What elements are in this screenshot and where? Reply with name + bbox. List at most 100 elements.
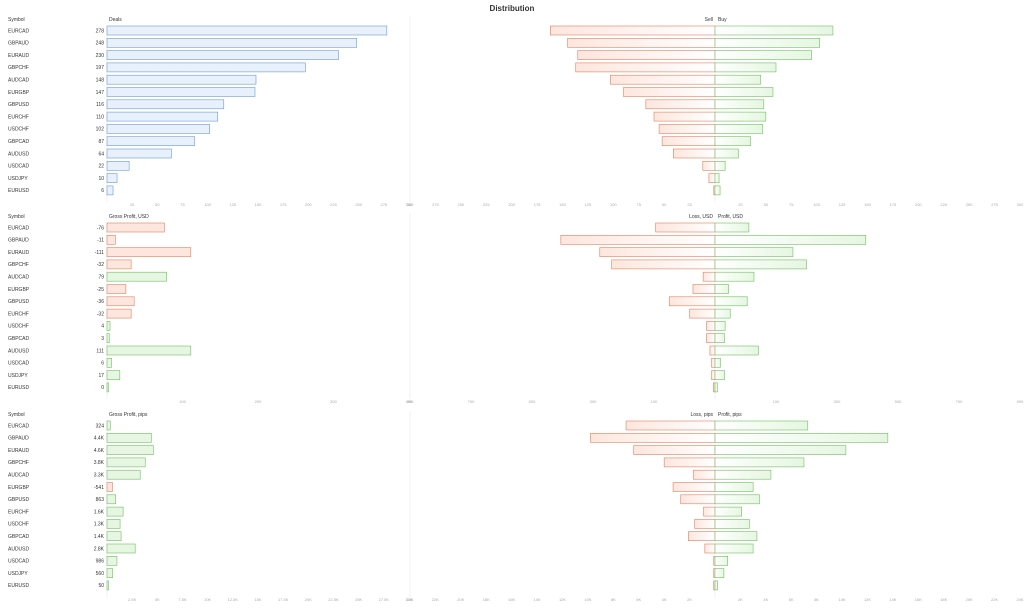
value-label: 147	[96, 90, 105, 96]
bar	[106, 235, 116, 245]
x-tick-label: 12K	[864, 597, 871, 602]
bar-negative	[706, 333, 716, 344]
symbol-label: GBPCAD	[8, 534, 30, 540]
bar	[106, 457, 146, 468]
value-label: 324	[96, 423, 105, 429]
symbol-header: Symbol	[8, 412, 25, 418]
value-header: Gross Profit, USD	[109, 214, 149, 220]
left-series-header: Sell	[705, 17, 713, 23]
x-tick-label: 300	[590, 399, 597, 404]
symbol-label: EURGBP	[8, 90, 30, 96]
bar	[106, 543, 136, 554]
x-tick-label: 125	[229, 202, 236, 207]
x-tick-label: 100	[179, 399, 186, 404]
x-tick-label: 75	[637, 202, 642, 207]
bar	[106, 519, 121, 529]
value-header: Deals	[109, 17, 122, 23]
x-tick-label: 7.5K	[178, 597, 187, 602]
x-tick-label: 15K	[254, 597, 261, 602]
symbol-label: GBPAUD	[8, 41, 29, 47]
value-label: 10	[98, 176, 104, 182]
bar	[106, 62, 306, 73]
symbol-label: USDJPY	[8, 571, 28, 577]
symbol-label: EURCAD	[8, 225, 30, 231]
x-tick-label: 100	[813, 202, 820, 207]
bar	[106, 296, 135, 307]
symbol-label: USDCAD	[8, 559, 30, 565]
bar-negative	[623, 87, 716, 97]
value-label: 197	[96, 65, 105, 71]
symbol-label: USDJPY	[8, 176, 28, 182]
bar-positive	[714, 482, 754, 492]
x-tick-label: 300	[1017, 202, 1024, 207]
left-series-header: Loss, pips	[690, 412, 713, 418]
bar-positive	[714, 37, 821, 48]
x-tick-label: 300	[406, 202, 413, 207]
bar-negative	[655, 222, 716, 233]
x-tick-label: 900	[407, 399, 414, 404]
value-label: 22	[98, 164, 104, 170]
bar-positive	[714, 235, 867, 245]
symbol-label: AUDUSD	[8, 348, 30, 354]
bar-negative	[672, 482, 716, 492]
x-tick-label: 4K	[763, 597, 768, 602]
value-header: Gross Profit, pips	[109, 412, 148, 418]
bar-negative	[609, 74, 716, 85]
symbol-label: EURUSD	[8, 385, 30, 391]
x-tick-label: 150	[559, 202, 566, 207]
bar-positive	[714, 222, 750, 233]
value-label: 87	[98, 139, 104, 145]
value-label: 248	[96, 41, 105, 47]
bar-negative	[653, 111, 716, 122]
bar	[106, 87, 256, 97]
symbol-label: AUDCAD	[8, 275, 30, 281]
left-series-header: Loss, USD	[689, 214, 713, 220]
x-tick-label: 10K	[584, 597, 591, 602]
symbol-label: EURAUD	[8, 448, 30, 454]
value-label: -32	[97, 311, 104, 317]
bar-positive	[714, 74, 762, 85]
x-tick-label: 225	[483, 202, 490, 207]
bar-negative	[590, 432, 716, 443]
x-tick-label: 6K	[789, 597, 794, 602]
bar-negative	[645, 99, 716, 110]
bar-positive	[714, 259, 807, 270]
symbol-header: Symbol	[8, 17, 25, 23]
x-tick-label: 17.5K	[278, 597, 289, 602]
value-label: -541	[94, 485, 104, 491]
bar	[106, 136, 195, 146]
bar	[106, 420, 111, 431]
symbol-label: USDCHF	[8, 522, 29, 528]
x-tick-label: 75	[180, 202, 185, 207]
bar-negative	[711, 370, 716, 380]
bar-positive	[714, 321, 726, 331]
value-label: -25	[97, 287, 104, 293]
x-tick-label: 20K	[457, 597, 464, 602]
x-tick-label: 25	[687, 202, 692, 207]
bar	[106, 333, 110, 344]
x-tick-label: 20K	[966, 597, 973, 602]
bar-positive	[714, 271, 755, 282]
right-series-header: Buy	[718, 17, 727, 23]
bar-positive	[714, 333, 725, 344]
x-tick-label: 14K	[534, 597, 541, 602]
bar-negative	[560, 235, 716, 245]
symbol-label: GBPUSD	[8, 102, 30, 108]
bar-positive	[714, 555, 729, 566]
value-label: 3	[101, 336, 104, 342]
bar-negative	[702, 271, 716, 282]
value-label: 863	[96, 497, 105, 503]
x-tick-label: 225	[940, 202, 947, 207]
bar	[106, 357, 112, 368]
value-label: -11	[97, 238, 104, 244]
bar-positive	[714, 148, 739, 159]
value-label: 4.4K	[94, 436, 105, 442]
bar-negative	[575, 62, 716, 73]
x-tick-label: 200	[508, 202, 515, 207]
symbol-label: AUDCAD	[8, 78, 30, 84]
value-label: 230	[96, 53, 105, 59]
x-tick-label: 20K	[305, 597, 312, 602]
x-tick-label: 250	[355, 202, 362, 207]
bar-positive	[714, 25, 834, 36]
